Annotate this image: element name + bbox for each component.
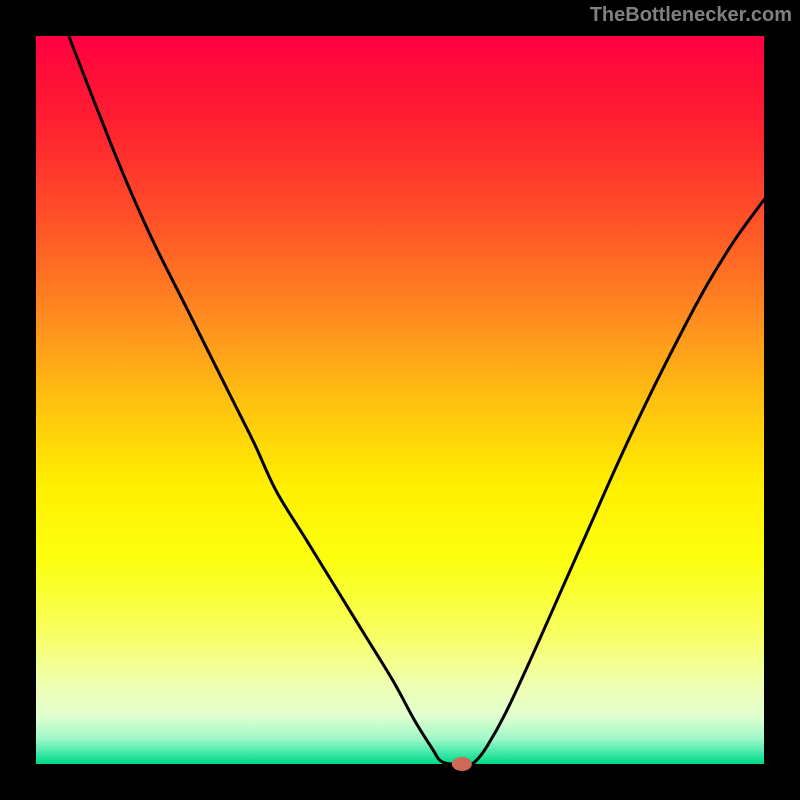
chart-canvas (0, 0, 800, 800)
optimal-point-marker (452, 757, 472, 771)
plot-area (36, 36, 764, 764)
bottleneck-chart: TheBottlenecker.com (0, 0, 800, 800)
watermark-text: TheBottlenecker.com (590, 4, 792, 27)
